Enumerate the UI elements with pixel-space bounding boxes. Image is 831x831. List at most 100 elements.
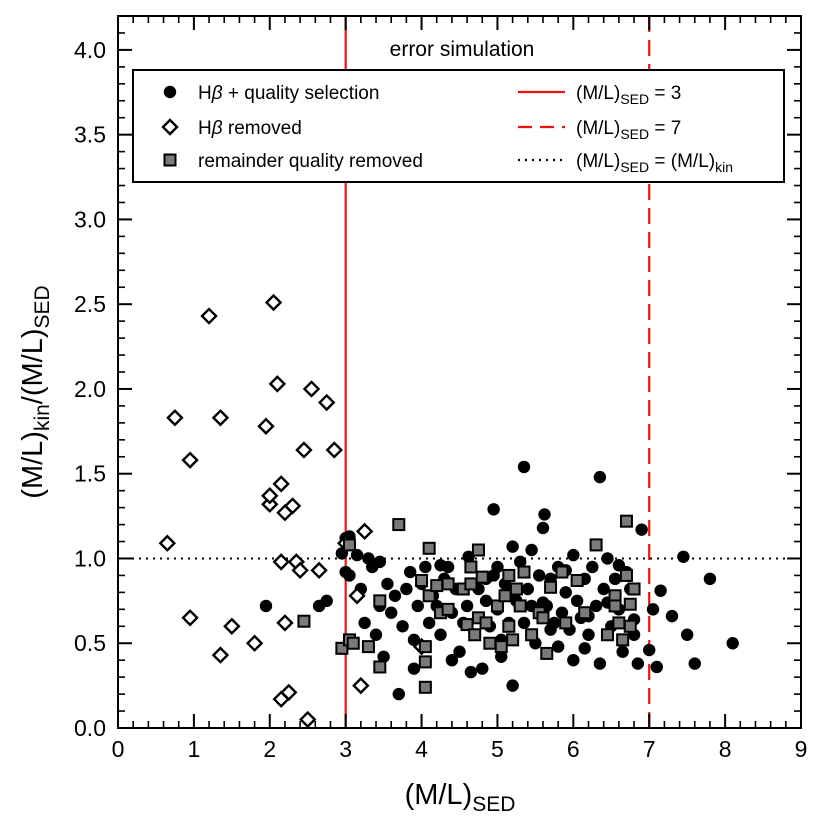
data-point xyxy=(373,594,387,608)
x-tick-label: 8 xyxy=(719,736,732,762)
data-point xyxy=(506,679,519,692)
data-point xyxy=(468,628,482,642)
data-point xyxy=(521,582,534,596)
x-axis-title: (M/L)SED xyxy=(405,779,516,816)
data-point xyxy=(608,599,622,613)
data-point xyxy=(538,508,551,521)
data-point xyxy=(325,441,343,459)
data-point xyxy=(276,614,294,632)
data-point xyxy=(623,619,637,633)
data-point xyxy=(513,599,527,613)
x-tick-label: 5 xyxy=(491,736,504,762)
data-point xyxy=(490,599,504,613)
data-point xyxy=(559,616,573,630)
data-point xyxy=(608,572,622,586)
data-point xyxy=(506,633,520,647)
data-point xyxy=(283,497,302,515)
data-point xyxy=(589,538,603,552)
data-point xyxy=(502,568,516,582)
data-point xyxy=(434,628,447,641)
data-point xyxy=(532,569,546,582)
data-point xyxy=(570,594,584,608)
x-tick-label: 7 xyxy=(643,736,656,762)
data-point xyxy=(223,617,241,635)
data-point xyxy=(422,616,436,630)
data-point xyxy=(460,599,474,613)
y-tick-label: 1.5 xyxy=(74,461,106,487)
data-point xyxy=(245,634,264,652)
x-tick-label: 9 xyxy=(795,736,808,762)
series-open-diamond xyxy=(158,293,431,729)
data-point xyxy=(578,606,592,620)
data-point xyxy=(475,570,489,584)
data-point xyxy=(418,640,432,654)
data-point xyxy=(593,657,607,670)
data-point xyxy=(506,540,519,553)
data-points xyxy=(158,293,739,729)
data-point xyxy=(616,645,629,658)
data-point xyxy=(593,470,607,484)
data-point xyxy=(600,628,614,642)
y-tick-label: 4.0 xyxy=(74,37,106,63)
data-point xyxy=(373,555,387,569)
data-point xyxy=(680,628,694,641)
data-point xyxy=(703,572,717,586)
data-point xyxy=(462,550,475,563)
data-point xyxy=(453,645,466,658)
legend-label: remainder quality removed xyxy=(198,151,423,172)
series-gray-square xyxy=(297,514,641,694)
data-point xyxy=(509,582,523,596)
data-point xyxy=(646,603,660,616)
data-point xyxy=(567,548,580,562)
data-point xyxy=(158,534,177,552)
data-point xyxy=(597,582,610,596)
data-point xyxy=(373,660,387,674)
data-point xyxy=(320,594,333,608)
y-tick-label: 3.5 xyxy=(74,122,106,148)
data-point xyxy=(261,487,279,505)
data-point xyxy=(272,553,290,571)
data-point xyxy=(415,574,429,588)
x-tick-label: 2 xyxy=(263,736,276,762)
legend-label: Hβ + quality selection xyxy=(198,83,379,104)
data-point xyxy=(502,619,516,633)
data-point xyxy=(430,579,444,593)
data-point xyxy=(181,451,199,469)
data-point xyxy=(381,577,394,591)
data-point xyxy=(377,650,390,663)
data-point xyxy=(259,599,273,613)
data-point xyxy=(392,687,405,701)
data-point xyxy=(317,393,336,412)
y-tick-label: 2.5 xyxy=(74,291,106,317)
data-point xyxy=(418,680,432,694)
data-point xyxy=(525,543,538,557)
data-point xyxy=(407,662,421,675)
data-point xyxy=(385,606,398,619)
x-tick-label: 4 xyxy=(415,736,428,762)
x-tick-label: 0 xyxy=(112,736,125,762)
y-tick-label: 3.0 xyxy=(74,206,106,232)
data-point xyxy=(460,618,474,632)
data-point xyxy=(494,640,508,654)
data-point xyxy=(631,657,645,670)
axes: 0 1 2 3 4 5 6 7 8 9 0.0 0.5 1.0 1.5 2.0 2.5 3.0 3.5 4.0 xyxy=(74,15,808,762)
data-point xyxy=(635,523,648,536)
data-point xyxy=(299,710,317,729)
data-point xyxy=(211,646,230,664)
data-point xyxy=(688,657,701,670)
data-point xyxy=(517,460,531,474)
data-point xyxy=(200,307,218,325)
legend-marker xyxy=(163,153,177,167)
data-point xyxy=(586,560,599,574)
data-point xyxy=(419,560,432,574)
legend-marker xyxy=(163,85,177,99)
data-point xyxy=(627,582,641,596)
data-point xyxy=(616,633,630,647)
data-point xyxy=(350,548,364,562)
y-tick-label: 1.0 xyxy=(74,545,106,571)
data-point xyxy=(346,636,360,650)
data-point xyxy=(650,660,664,674)
data-point xyxy=(441,577,455,591)
legend-marker xyxy=(161,118,179,136)
